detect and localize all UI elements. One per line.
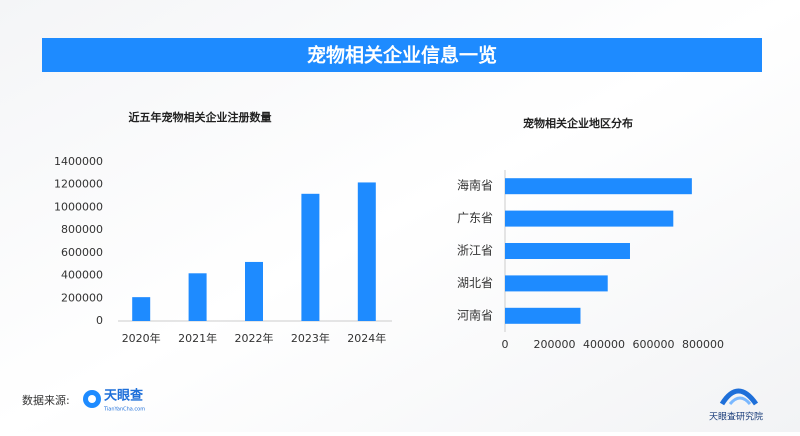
right-logo-icon-inner bbox=[728, 396, 752, 406]
x-tick-label: 0 bbox=[502, 338, 509, 351]
title-banner bbox=[42, 38, 762, 72]
bar bbox=[505, 210, 674, 227]
x-tick-label: 2024年 bbox=[347, 331, 386, 345]
bar bbox=[505, 307, 581, 324]
bar bbox=[505, 243, 630, 259]
bar bbox=[245, 261, 263, 321]
y-tick-label: 湖北省 bbox=[457, 275, 493, 290]
bar bbox=[132, 297, 151, 321]
logo-subtext: TianYanCha.com bbox=[103, 407, 145, 413]
y-tick-label: 河南省 bbox=[457, 307, 493, 322]
y-tick-label: 400000 bbox=[61, 269, 103, 282]
x-tick-label: 2023年 bbox=[291, 331, 330, 345]
x-tick-label: 2021年 bbox=[178, 331, 217, 345]
y-tick-label: 1000000 bbox=[54, 200, 103, 213]
source-label: 数据来源: bbox=[22, 393, 70, 407]
y-tick-label: 1400000 bbox=[54, 155, 103, 168]
bar bbox=[188, 273, 207, 321]
right-logo-icon bbox=[719, 388, 759, 406]
x-tick-label: 800000 bbox=[682, 338, 724, 351]
x-tick-label: 600000 bbox=[633, 338, 675, 351]
x-tick-label: 2022年 bbox=[235, 331, 274, 345]
bar bbox=[357, 182, 376, 321]
chart-title: 宠物相关企业地区分布 bbox=[523, 116, 633, 130]
chart-title: 近五年宠物相关企业注册数量 bbox=[129, 110, 272, 124]
y-tick-label: 浙江省 bbox=[457, 244, 493, 258]
logo-text: 天眼查 bbox=[104, 388, 144, 404]
y-tick-label: 海南省 bbox=[457, 178, 493, 193]
logo-icon-inner bbox=[88, 395, 96, 403]
x-tick-label: 2020年 bbox=[122, 331, 161, 345]
right-logo-text: 天眼查研究院 bbox=[709, 411, 763, 423]
y-tick-label: 600000 bbox=[61, 246, 103, 259]
bar bbox=[301, 193, 320, 321]
x-tick-label: 200000 bbox=[534, 338, 576, 351]
y-tick-label: 广东省 bbox=[457, 211, 493, 225]
y-tick-label: 200000 bbox=[61, 291, 103, 304]
y-tick-label: 1200000 bbox=[54, 178, 103, 191]
y-tick-label: 800000 bbox=[61, 223, 103, 236]
bar bbox=[505, 178, 692, 195]
page-title: 宠物相关企业信息一览 bbox=[307, 44, 497, 67]
y-tick-label: 0 bbox=[96, 314, 103, 327]
x-tick-label: 400000 bbox=[583, 338, 625, 351]
bar bbox=[505, 275, 608, 292]
